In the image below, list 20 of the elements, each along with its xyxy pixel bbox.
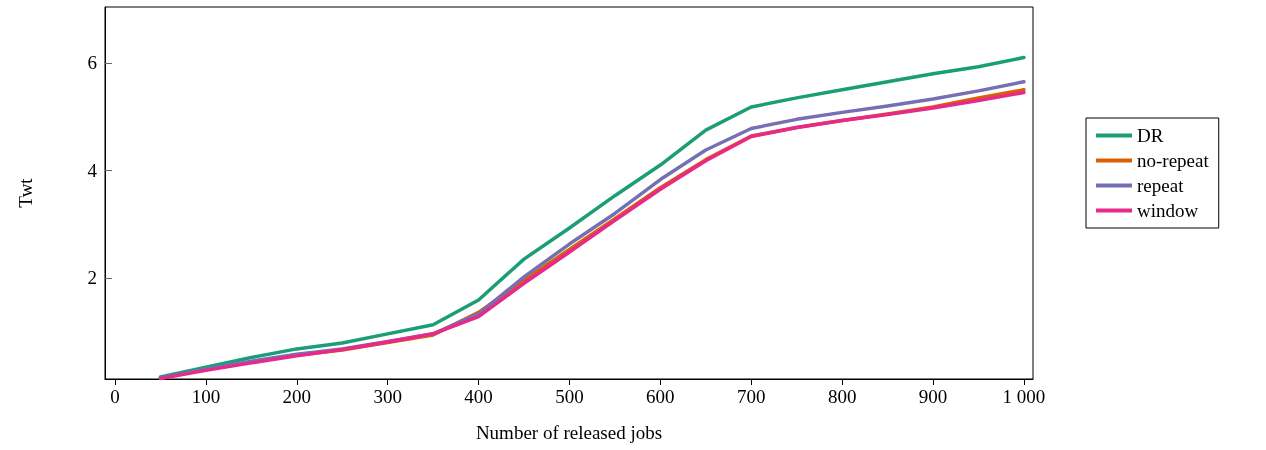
x-tick-label: 0 — [110, 386, 120, 407]
y-tick-label: 4 — [87, 159, 98, 181]
x-tick-label: 900 — [918, 386, 948, 407]
x-tick-label: 300 — [373, 386, 402, 407]
legend-label: window — [1137, 200, 1199, 221]
legend-label: repeat — [1137, 175, 1185, 196]
x-tick-label: 100 — [191, 386, 221, 407]
x-tick-label: 500 — [555, 386, 584, 407]
x-tick-label: 400 — [464, 386, 493, 407]
x-tick-label: 1 000 — [1002, 386, 1046, 407]
x-axis-title: Number of released jobs — [475, 422, 663, 443]
y-tick-label: 2 — [87, 267, 97, 289]
x-tick-label: 800 — [827, 386, 857, 407]
legend-label: no-repeat — [1137, 150, 1210, 171]
x-tick-label: 700 — [736, 386, 766, 407]
legend-label: DR — [1137, 125, 1164, 146]
y-tick-label: 6 — [87, 52, 97, 74]
x-tick-label: 200 — [282, 386, 312, 407]
y-axis-title: Twt — [15, 177, 36, 208]
x-tick-label: 600 — [646, 386, 675, 407]
